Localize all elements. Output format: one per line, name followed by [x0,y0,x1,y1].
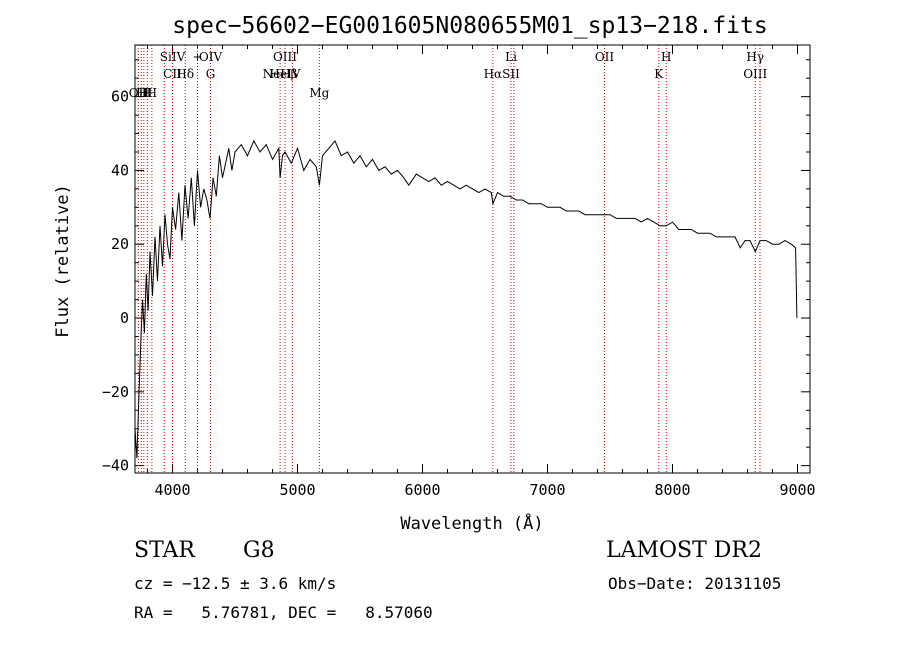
spectral-line-label: H [142,86,152,100]
y-tick-label: 60 [111,88,129,106]
y-tick-label: 40 [111,161,129,179]
spectral-line-label: OIII [273,50,297,64]
spectral-line-label: SII [502,67,520,81]
obs-date: Obs−Date: 20131105 [608,574,782,593]
y-tick-label: −20 [102,383,129,401]
spectral-line-label: Hγ [746,50,764,64]
spectral-line-label: CII [163,67,182,81]
redshift-text: cz = −12.5 ± 3.6 km/s [134,574,337,593]
x-tick-label: 4000 [154,481,190,499]
spectral-line-label: NeHβ [263,67,298,81]
object-class: STAR [134,538,195,563]
chart-title: spec−56602−EG001605N080655M01_sp13−218.f… [172,13,767,39]
spectral-line-label: Hδ [176,67,194,81]
spectral-line-label: Li [505,50,517,64]
plot-frame [134,44,811,474]
spectral-line-label: H [139,86,149,100]
survey-name: LAMOST DR2 [606,538,762,563]
spectral-line-label: SiIV [160,50,186,64]
spectral-line-label: Hα [484,67,503,81]
spectral-line-label: H [136,86,146,100]
spectral-line-label: K [654,67,664,81]
coordinates: RA = 5.76781, DEC = 8.57060 [134,603,433,622]
spectral-line-label: HeIV [270,67,301,81]
y-tick-label: 0 [120,309,129,327]
y-tick-label: −40 [102,457,129,475]
spectral-line-label: H [147,86,157,100]
x-tick-label: 7000 [529,481,565,499]
spectral-line-label: Mg [309,86,329,100]
spectral-line-label: G [206,67,216,81]
y-axis-label: Flux (relative) [53,184,73,338]
x-axis-label: Wavelength (Å) [400,512,543,534]
spectral-line-label: + [192,50,202,64]
spectral-subclass: G8 [243,538,275,563]
x-tick-label: 9000 [779,481,815,499]
spectrum-series [134,139,798,459]
x-tick-label: 6000 [404,481,440,499]
spectral-line-label: OIV [199,50,223,64]
y-tick-label: 20 [111,235,129,253]
spectral-line-label: H [661,50,671,64]
x-tick-label: 8000 [654,481,690,499]
x-tick-label: 5000 [279,481,315,499]
spectral-line-label: OIII [743,67,767,81]
spectral-line-label: OII [595,50,615,64]
